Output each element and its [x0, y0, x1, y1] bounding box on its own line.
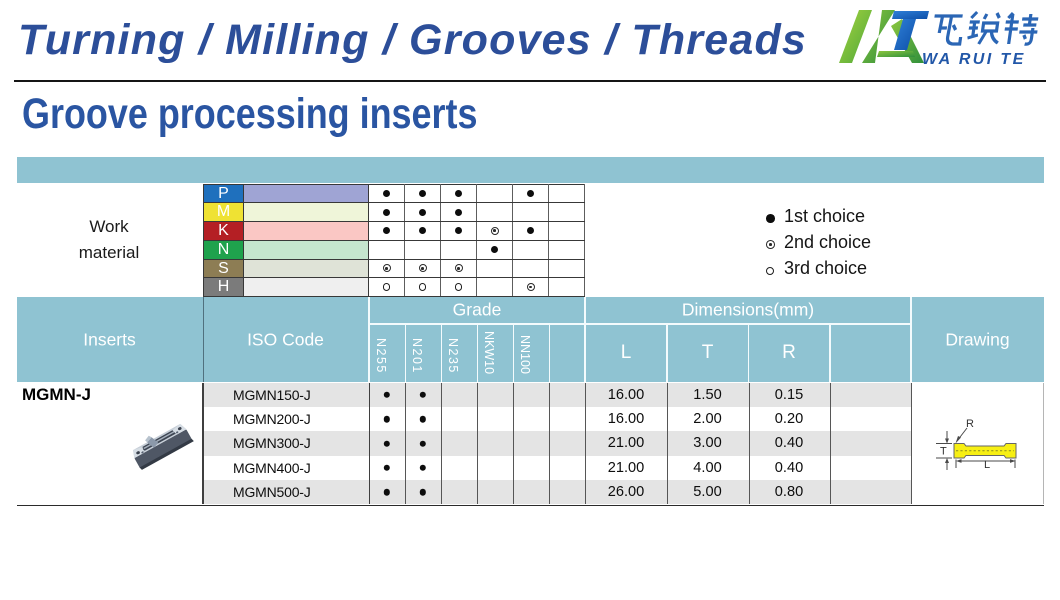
svg-text:WA RUI TE: WA RUI TE — [922, 51, 1026, 68]
svg-text:L: L — [984, 459, 990, 471]
svg-text:R: R — [966, 418, 974, 430]
svg-text:T: T — [940, 446, 947, 458]
